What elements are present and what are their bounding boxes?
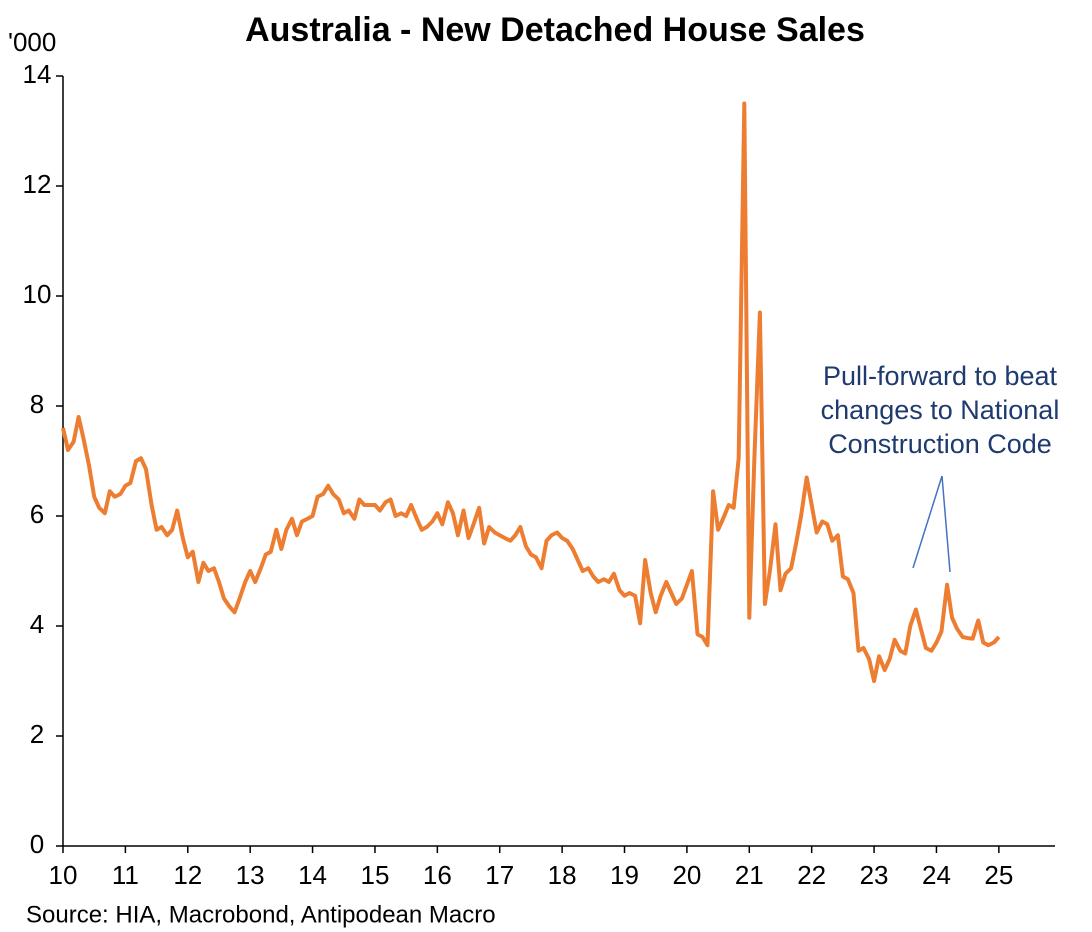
annotation: Pull-forward to beat — [823, 361, 1058, 391]
x-tick-label: 21 — [735, 860, 764, 890]
annotation-pointer — [941, 475, 951, 573]
x-tick-label: 11 — [112, 860, 139, 890]
x-tick-label: 17 — [485, 860, 514, 890]
x-tick-label: 22 — [797, 860, 826, 890]
y-tick-label: 8 — [30, 389, 44, 419]
annotation: changes to National — [821, 395, 1060, 425]
x-tick-label: 14 — [298, 860, 327, 890]
x-tick-label: 12 — [173, 860, 202, 890]
y-tick-label: 0 — [30, 829, 44, 859]
x-tick-label: 23 — [860, 860, 889, 890]
y-tick-label: 6 — [30, 499, 44, 529]
source: Source: HIA, Macrobond, Antipodean Macro — [26, 901, 496, 928]
chart-title: Australia - New Detached House Sales — [245, 11, 865, 49]
x-tick-label: 18 — [548, 860, 577, 890]
x-tick-label: 16 — [423, 860, 452, 890]
x-tick-label: 13 — [236, 860, 265, 890]
y-tick-label: 14 — [23, 59, 52, 89]
x-tick-label: 25 — [984, 860, 1013, 890]
annotation-pointer — [912, 475, 943, 569]
x-tick-label: 10 — [49, 860, 78, 890]
x-tick-label: 15 — [360, 860, 389, 890]
y-tick-label: 4 — [30, 609, 44, 639]
x-tick-label: 20 — [672, 860, 701, 890]
y-unit: '000 — [8, 27, 56, 57]
y-tick-label: 2 — [30, 719, 44, 749]
annotation: Construction Code — [828, 429, 1052, 459]
x-tick-label: 19 — [610, 860, 639, 890]
y-tick-label: 10 — [23, 279, 52, 309]
y-tick-label: 12 — [23, 169, 52, 199]
series-line — [61, 101, 1001, 683]
x-tick-label: 24 — [922, 860, 951, 890]
